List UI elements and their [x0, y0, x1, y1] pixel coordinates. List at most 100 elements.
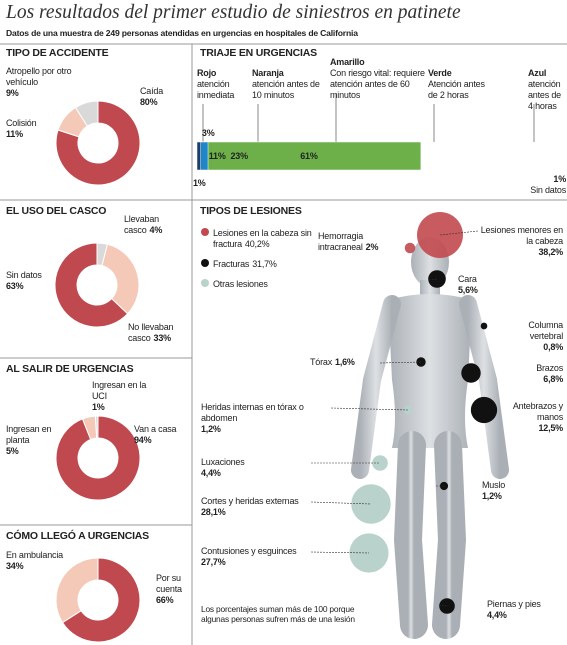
value-label: 28,1% [201, 507, 226, 517]
injury-name: Luxaciones [201, 457, 245, 467]
subtitle: Datos de una muestra de 249 personas ate… [6, 28, 358, 38]
value-label: 1% [553, 174, 566, 184]
value-label: 4% [149, 225, 163, 235]
category-name: Amarillo [330, 57, 365, 67]
triage-label: Naranja atención antes de 10 minutos [252, 68, 327, 101]
value-label: 23% [230, 151, 248, 161]
category-name: Por su cuenta [156, 573, 182, 594]
value-label: 80% [140, 97, 158, 107]
pie-slice [55, 557, 99, 624]
title: Los resultados del primer estudio de sin… [6, 2, 461, 23]
legend-swatch [201, 259, 209, 267]
category-name: Van a casa [134, 424, 177, 434]
slice-label: Llevaban casco 4% [124, 214, 184, 236]
value-label: 27,7% [201, 557, 226, 567]
legend-name: Fracturas [213, 259, 250, 269]
injury-name: Brazos [536, 363, 563, 373]
legend-value: 31,7% [252, 259, 277, 269]
category-description: Con riesgo vital: requiere atención ante… [330, 68, 425, 100]
bubble [480, 322, 488, 330]
value-label: 61% [300, 151, 318, 161]
injury-label: Muslo 1,2% [482, 480, 542, 502]
slice-label: Caída 80% [140, 86, 190, 108]
value-label: 1% [92, 402, 105, 412]
category-name: Rojo [197, 68, 217, 78]
section-title: TRIAJE EN URGENCIAS [200, 47, 317, 59]
triage-label: Amarillo Con riesgo vital: requiere atenc… [330, 57, 425, 101]
value-label: 1,2% [482, 491, 502, 501]
section-title: TIPO DE ACCIDENTE [6, 47, 109, 59]
slice-label: Por su cuenta 66% [156, 573, 196, 606]
section-title: EL USO DEL CASCO [6, 205, 107, 217]
pie-slice [55, 415, 141, 501]
injury-label: Luxaciones 4,4% [201, 457, 321, 479]
footnote: Los porcentajes suman más de 100 porque … [201, 604, 355, 624]
category-name: Sin datos [530, 185, 566, 195]
injury-label: Cortes y heridas externas 28,1% [201, 496, 321, 518]
pie-slice [74, 100, 99, 127]
value-label: 3% [201, 128, 215, 138]
bar-segment [196, 141, 422, 171]
legend-value: 40,2% [244, 239, 270, 249]
injury-name: Contusiones y esguinces [201, 546, 297, 556]
value-label: 11% [208, 151, 226, 161]
legend-text: Lesiones en la cabeza sin fractura 40,2% [213, 228, 343, 250]
legend-name: Lesiones en la cabeza sin fractura [213, 228, 312, 249]
connector [310, 501, 372, 505]
category-description: atención inmediata [197, 79, 235, 100]
pie-slice [101, 243, 140, 315]
slice-label: Ingresan en planta 5% [6, 424, 66, 457]
connector [330, 407, 409, 411]
category-name: Ingresan en planta [6, 424, 52, 445]
value-label: 5,6% [458, 285, 478, 295]
slice-label: No llevaban casco 33% [128, 322, 186, 344]
injury-name: Hemorragia intracraneal [318, 231, 364, 252]
value-label: 11% [6, 129, 23, 139]
bubble [404, 242, 416, 254]
value-label: 12,5% [538, 423, 563, 433]
bubble [403, 405, 413, 415]
section-title: TIPOS DE LESIONES [200, 205, 302, 217]
injury-label: Lesiones menores en la cabeza 38,2% [480, 225, 563, 258]
injury-label: Hemorragia intracraneal 2% [318, 231, 398, 253]
bar-segment [196, 141, 201, 171]
value-label: 66% [156, 595, 174, 605]
category-name: Azul [528, 68, 547, 78]
category-name: Colisión [6, 118, 37, 128]
bubble [461, 363, 481, 383]
legend-item: Lesiones en la cabeza sin fractura 40,2% [201, 228, 351, 250]
injury-label: Piernas y pies 4,4% [487, 599, 547, 621]
legend-item: Fracturas 31,7% [201, 259, 351, 270]
category-name: Llevaban casco [124, 214, 159, 235]
injury-name: Piernas y pies [487, 599, 541, 609]
value-label: 5% [6, 446, 19, 456]
legend-text: Fracturas 31,7% [213, 259, 343, 270]
injury-name: Cortes y heridas externas [201, 496, 299, 506]
value-label: 1,2% [201, 424, 221, 434]
injury-name: Tórax [310, 357, 333, 367]
section-title: CÓMO LLEGÓ A URGENCIAS [6, 530, 149, 542]
value-label: 2% [365, 242, 379, 252]
legend-text: Otras lesiones [213, 279, 343, 290]
injury-name: Cara [458, 274, 477, 284]
connector [310, 551, 370, 554]
section-title: AL SALIR DE URGENCIAS [6, 363, 134, 375]
injury-name: Lesiones menores en la cabeza [480, 225, 563, 246]
category-name: Ingresan en la UCI [92, 380, 147, 401]
slice-label: Sin datos 63% [6, 270, 66, 292]
category-name: En ambulancia [6, 550, 63, 560]
value-label: 38,2% [538, 247, 563, 257]
slice-label: Atropello por otro vehículo 9% [6, 66, 86, 99]
bubble [417, 212, 463, 258]
category-name: Verde [428, 68, 452, 78]
connector [438, 604, 448, 607]
no-data-label: 1% Sin datos [524, 174, 566, 196]
body-figure [351, 237, 509, 639]
injury-label: Tórax 1,6% [310, 357, 390, 368]
value-label: 4,4% [487, 610, 507, 620]
triage-label: Verde Atención antes de 2 horas [428, 68, 490, 101]
category-description: atención antes de 4 horas [528, 79, 561, 111]
value-label: 34% [6, 561, 24, 571]
triage-label: Rojo atención inmediata [197, 68, 247, 101]
